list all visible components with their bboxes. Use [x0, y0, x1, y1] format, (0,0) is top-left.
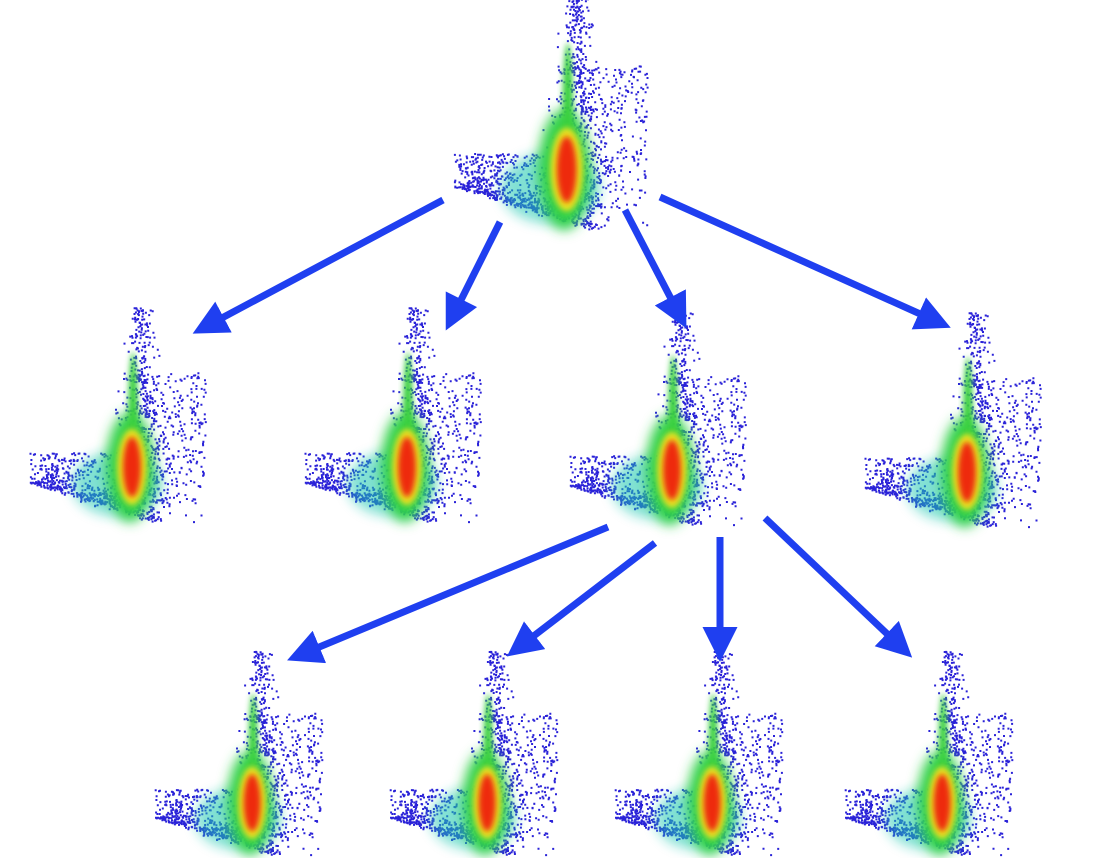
density-plot — [29, 307, 207, 524]
density-plot — [154, 650, 324, 857]
arrow — [506, 540, 658, 657]
density-plot — [569, 310, 747, 527]
density-plot — [864, 312, 1042, 529]
density-core — [398, 437, 416, 497]
arrow — [192, 196, 445, 334]
density-plot — [389, 650, 559, 857]
arrow — [762, 515, 913, 658]
density-core — [243, 774, 261, 832]
density-core — [933, 774, 951, 832]
arrow — [658, 193, 951, 330]
density-plot — [844, 650, 1014, 857]
density-core — [123, 437, 141, 497]
density-core — [478, 774, 496, 832]
scatter-dots — [453, 0, 649, 231]
plots — [29, 0, 1042, 857]
density-plot — [453, 0, 649, 231]
arrow — [621, 208, 687, 329]
arrow — [287, 523, 610, 664]
arrows — [192, 193, 951, 664]
density-core — [556, 136, 577, 203]
density-core — [958, 442, 976, 502]
density-core — [703, 774, 721, 832]
density-plot — [304, 307, 482, 524]
density-core — [663, 440, 681, 500]
density-plot — [614, 650, 784, 857]
arrow — [445, 220, 504, 331]
